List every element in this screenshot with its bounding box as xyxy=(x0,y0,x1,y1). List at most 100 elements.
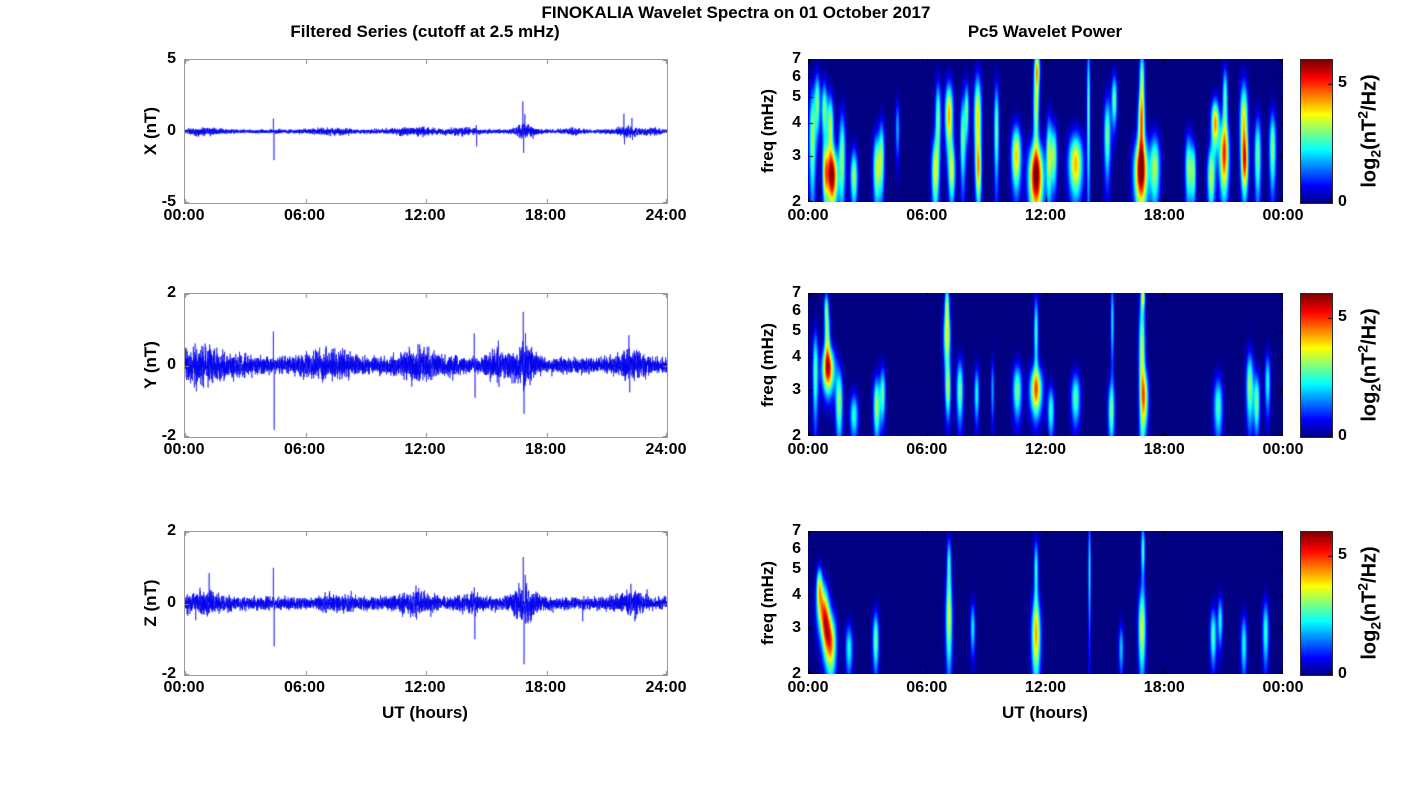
spec-x-tick-label: 18:00 xyxy=(1143,441,1185,458)
spec-x-tick-label: 00:00 xyxy=(787,207,829,224)
series-y-tick-label: -2 xyxy=(161,427,176,444)
spec-x-tick-label: 18:00 xyxy=(1143,679,1185,696)
spec-y-tick-label: 5 xyxy=(792,322,801,340)
spec-y-tick-label: 2 xyxy=(792,427,801,444)
spec-y-tick-label: 4 xyxy=(792,347,801,365)
spec-y-tick-label: 3 xyxy=(792,618,801,636)
z-filtered-series-plot xyxy=(184,531,668,676)
spec-y-tick-label: 5 xyxy=(792,560,801,578)
spec-x-tick-label: 00:00 xyxy=(1262,207,1304,224)
series-x-tick-label: 00:00 xyxy=(163,441,205,458)
spec-x-tick-label: 18:00 xyxy=(1143,207,1185,224)
spec-x-tick-label: 06:00 xyxy=(906,441,948,458)
series-y-tick-label: 2 xyxy=(167,522,176,539)
colorbar-label-part: 2 xyxy=(1354,582,1371,591)
colorbar-label-z: log2(nT2/Hz) xyxy=(1355,546,1384,659)
spec-y-tick-label: 3 xyxy=(792,146,801,164)
series-y-tick-label: -2 xyxy=(161,665,176,682)
colorbar-tick-label: 5 xyxy=(1338,73,1347,91)
spec-y-tick-label: 4 xyxy=(792,113,801,131)
spec-x-tick-label: 12:00 xyxy=(1025,441,1066,458)
series-x-tick-label: 18:00 xyxy=(525,441,566,458)
spec-y-tick-label: 6 xyxy=(792,67,801,85)
colorbar-label-part: 2 xyxy=(1367,149,1384,158)
freq-ylabel-y: freq (mHz) xyxy=(758,322,777,408)
x-filtered-series-plot xyxy=(184,59,668,204)
figure-title: FINOKALIA Wavelet Spectra on 01 October … xyxy=(541,3,931,22)
colorbar-label-part: /Hz) xyxy=(1358,308,1381,345)
series-y-tick-label: 0 xyxy=(167,593,176,611)
spec-x-tick-label: 00:00 xyxy=(787,441,829,458)
spec-y-tick-label: 7 xyxy=(792,50,801,67)
spec-x-tick-label: 00:00 xyxy=(787,679,829,696)
series-y-tick-label: 0 xyxy=(167,355,176,373)
series-y-tick-label: 2 xyxy=(167,284,176,301)
spec-x-tick-label: 06:00 xyxy=(906,679,948,696)
series-x-tick-label: 00:00 xyxy=(163,679,205,696)
colorbar-tick-label: 5 xyxy=(1338,545,1347,563)
colorbar-tick-label: 0 xyxy=(1338,427,1347,444)
wavelet-power-column-title: Pc5 Wavelet Power xyxy=(967,22,1123,41)
y-series-ylabel: Y (nT) xyxy=(141,341,160,389)
series-x-tick-label: 24:00 xyxy=(645,207,687,224)
colorbar-label-part: log xyxy=(1358,629,1381,660)
colorbar-label-y: log2(nT2/Hz) xyxy=(1355,308,1384,421)
x-wavelet-spectrogram xyxy=(808,59,1283,202)
spec-y-tick-label: 2 xyxy=(792,193,801,210)
freq-ylabel-z: freq (mHz) xyxy=(758,560,777,646)
spec-y-tick-label: 7 xyxy=(792,284,801,301)
spec-x-tick-label: 00:00 xyxy=(1262,679,1304,696)
colorbar-label-x: log2(nT2/Hz) xyxy=(1355,74,1384,187)
y-wavelet-spectrogram xyxy=(808,293,1283,436)
colorbar-y xyxy=(1300,293,1333,438)
colorbar-label-part: /Hz) xyxy=(1358,546,1381,583)
colorbar-z xyxy=(1300,531,1333,676)
series-x-tick-label: 18:00 xyxy=(525,679,566,696)
filtered-series-column-title: Filtered Series (cutoff at 2.5 mHz) xyxy=(290,22,560,41)
colorbar-label-part: 2 xyxy=(1367,383,1384,392)
colorbar-tick-label: 0 xyxy=(1338,665,1347,682)
freq-ylabel-x: freq (mHz) xyxy=(758,88,777,174)
spec-y-tick-label: 7 xyxy=(792,522,801,539)
spec-y-tick-label: 2 xyxy=(792,665,801,682)
series-x-tick-label: 00:00 xyxy=(163,207,205,224)
series-y-tick-label: -5 xyxy=(161,193,176,210)
series-x-tick-label: 06:00 xyxy=(284,679,325,696)
series-x-tick-label: 12:00 xyxy=(404,679,446,696)
ut-hours-label-right: UT (hours) xyxy=(1002,703,1088,722)
series-x-tick-label: 18:00 xyxy=(525,207,566,224)
spec-x-tick-label: 12:00 xyxy=(1025,679,1066,696)
series-y-tick-label: 0 xyxy=(167,121,176,139)
colorbar-x xyxy=(1300,59,1333,204)
series-x-tick-label: 06:00 xyxy=(284,441,325,458)
colorbar-label-part: 2 xyxy=(1367,621,1384,630)
spec-x-tick-label: 00:00 xyxy=(1262,441,1304,458)
z-series-ylabel: Z (nT) xyxy=(141,579,160,627)
colorbar-label-part: (nT xyxy=(1358,352,1381,384)
colorbar-label-part: 2 xyxy=(1354,344,1371,353)
spec-y-tick-label: 6 xyxy=(792,301,801,319)
z-wavelet-spectrogram xyxy=(808,531,1283,674)
series-x-tick-label: 12:00 xyxy=(404,441,446,458)
colorbar-label-part: log xyxy=(1358,391,1381,422)
spec-y-tick-label: 6 xyxy=(792,539,801,557)
colorbar-label-part: log xyxy=(1358,157,1381,188)
spec-x-tick-label: 06:00 xyxy=(906,207,948,224)
series-x-tick-label: 24:00 xyxy=(645,441,687,458)
spec-y-tick-label: 3 xyxy=(792,380,801,398)
y-filtered-series-plot xyxy=(184,293,668,438)
ut-hours-label-left: UT (hours) xyxy=(382,703,468,722)
spec-x-tick-label: 12:00 xyxy=(1025,207,1066,224)
series-x-tick-label: 24:00 xyxy=(645,679,687,696)
x-series-ylabel: X (nT) xyxy=(141,106,160,156)
colorbar-label-part: (nT xyxy=(1358,118,1381,150)
colorbar-tick-label: 0 xyxy=(1338,193,1347,210)
series-y-tick-label: 5 xyxy=(167,50,176,67)
colorbar-label-part: (nT xyxy=(1358,590,1381,622)
colorbar-tick-label: 5 xyxy=(1338,307,1347,325)
series-x-tick-label: 06:00 xyxy=(284,207,325,224)
colorbar-label-part: /Hz) xyxy=(1358,74,1381,111)
spec-y-tick-label: 5 xyxy=(792,88,801,106)
spec-y-tick-label: 4 xyxy=(792,585,801,603)
